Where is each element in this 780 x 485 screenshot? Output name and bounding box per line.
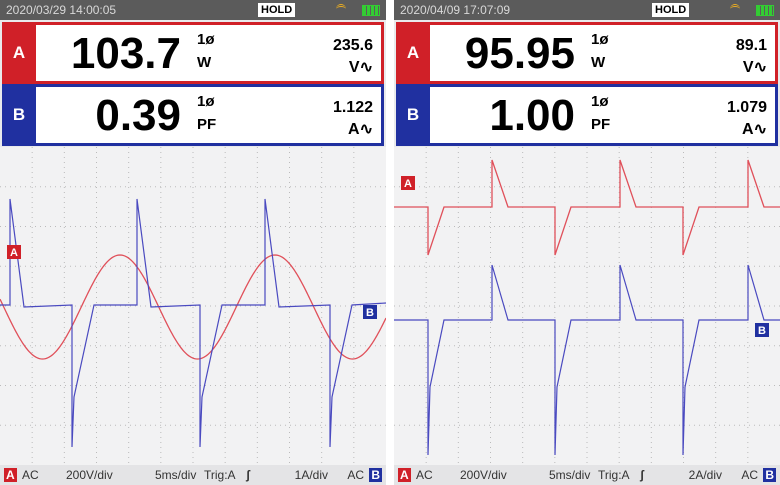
hold-badge: HOLD	[258, 3, 296, 17]
reading-value: 0.39	[95, 91, 181, 140]
marker-box	[363, 305, 377, 319]
marker-box	[755, 323, 769, 337]
footer-bar: A AC 200V/div 5ms/div Trig:A ʃ 1A/div AC…	[0, 465, 386, 485]
secondary-unit: A∿	[742, 121, 767, 138]
marker-label: A	[10, 247, 18, 259]
unit: W	[197, 54, 212, 71]
secondary-value: 89.1	[735, 37, 767, 54]
a-coupling: AC	[416, 468, 433, 482]
reading-value: 1.00	[489, 91, 575, 140]
status-bar: 2020/04/09 17:07:09 HOLD	[394, 0, 780, 20]
b-coupling: AC	[347, 468, 364, 482]
battery-icon	[362, 5, 380, 16]
unit: PF	[591, 116, 611, 133]
wifi-icon	[730, 4, 740, 18]
reading-value: 103.7	[70, 29, 181, 78]
battery-icon	[756, 5, 774, 16]
trace-b	[0, 198, 386, 448]
reading-a: A 95.95 1ø W 89.1 V∿	[396, 22, 778, 84]
a-coupling: AC	[22, 468, 39, 482]
secondary-unit: V∿	[348, 59, 373, 76]
phase: 1ø	[591, 31, 609, 48]
footer-b: B	[369, 468, 382, 482]
marker-label: B	[366, 307, 374, 319]
trace-a	[0, 254, 386, 360]
reading-value: 95.95	[464, 29, 575, 78]
unit: PF	[197, 116, 217, 133]
status-bar: 2020/03/29 14:00:05 HOLD	[0, 0, 386, 20]
scope-panel: 2020/04/09 17:07:09 HOLD A 95.95 1ø W 89…	[394, 0, 780, 485]
hold-badge: HOLD	[652, 3, 690, 17]
channel-tag: A	[396, 22, 430, 84]
channel-tag: B	[2, 84, 36, 146]
trigger-symbol: ʃ	[246, 468, 250, 482]
secondary-value: 235.6	[332, 37, 373, 54]
timestamp: 2020/04/09 17:07:09	[400, 3, 511, 17]
waveform-area: AB	[0, 147, 386, 465]
timebase: 5ms/div	[549, 468, 591, 482]
marker-label: A	[404, 178, 412, 190]
a-scale: 200V/div	[460, 468, 507, 482]
trigger: Trig:A	[204, 468, 236, 482]
marker-label: B	[758, 325, 766, 337]
unit: W	[591, 54, 606, 71]
footer-a: A	[398, 468, 411, 482]
secondary-value: 1.122	[332, 99, 373, 116]
reading-a: A 103.7 1ø W 235.6 V∿	[2, 22, 384, 84]
secondary-unit: A∿	[348, 121, 373, 138]
phase: 1ø	[591, 93, 609, 110]
marker-box	[7, 245, 21, 259]
footer-bar: A AC 200V/div 5ms/div Trig:A ʃ 2A/div AC…	[394, 465, 780, 485]
footer-a: A	[4, 468, 17, 482]
reading-b: B 0.39 1ø PF 1.122 A∿	[2, 84, 384, 146]
timebase: 5ms/div	[155, 468, 197, 482]
marker-box	[401, 176, 415, 190]
reading-b: B 1.00 1ø PF 1.079 A∿	[396, 84, 778, 146]
wifi-icon	[336, 4, 346, 18]
b-scale: 2A/div	[688, 468, 722, 482]
trigger: Trig:A	[598, 468, 630, 482]
waveform-area: AB	[394, 147, 780, 465]
channel-tag: A	[2, 22, 36, 84]
phase: 1ø	[197, 93, 215, 110]
b-scale: 1A/div	[294, 468, 328, 482]
trace-b	[394, 264, 780, 456]
scope-panel: 2020/03/29 14:00:05 HOLD A 103.7 1ø W 23…	[0, 0, 386, 485]
channel-tag: B	[396, 84, 430, 146]
trace-a	[394, 159, 780, 256]
phase: 1ø	[197, 31, 215, 48]
b-coupling: AC	[741, 468, 758, 482]
timestamp: 2020/03/29 14:00:05	[6, 3, 117, 17]
footer-b: B	[763, 468, 776, 482]
secondary-value: 1.079	[726, 99, 767, 116]
a-scale: 200V/div	[66, 468, 113, 482]
secondary-unit: V∿	[742, 59, 767, 76]
trigger-symbol: ʃ	[640, 468, 644, 482]
